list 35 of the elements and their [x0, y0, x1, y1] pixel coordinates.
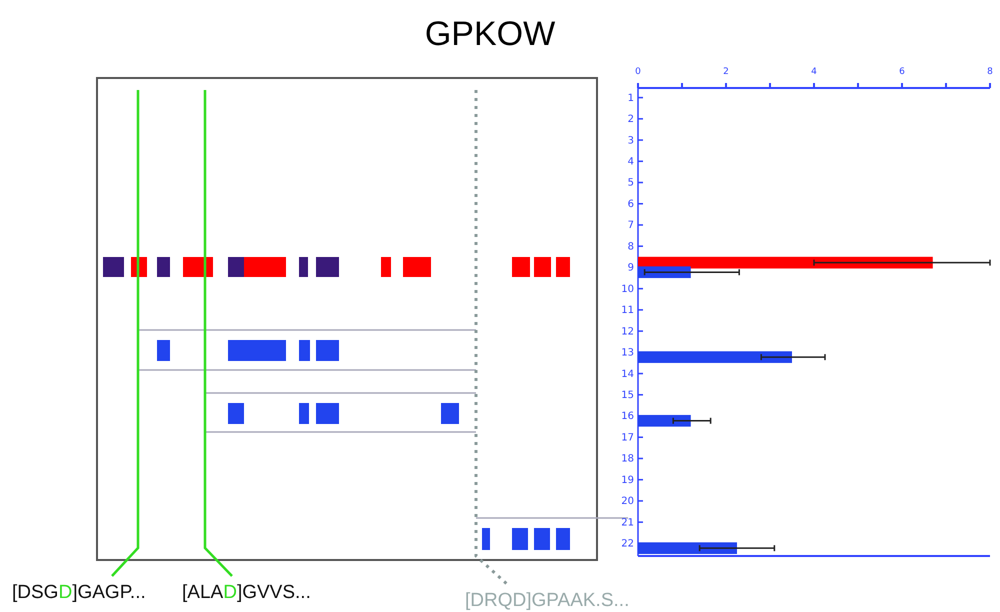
- y-tick-label: 11: [621, 305, 634, 316]
- y-tick-label: 4: [628, 156, 634, 168]
- y-tick-label: 1: [628, 92, 634, 104]
- y-tick-label: 13: [621, 348, 634, 359]
- text: [ALAD]GVVS...: [182, 582, 311, 603]
- x-tick-label: 0: [635, 67, 642, 77]
- y-tick-label: 6: [628, 198, 634, 210]
- x-tick-label: 8: [987, 67, 994, 77]
- y-tick-label: 15: [621, 390, 634, 401]
- y-tick-label: 17: [621, 432, 634, 444]
- y-tick-label: 18: [621, 454, 634, 465]
- y-tick-label: 19: [621, 474, 634, 486]
- y-tick-label: 3: [628, 135, 634, 146]
- bar: [638, 351, 792, 363]
- y-tick-label: 12: [621, 326, 634, 338]
- bar: [638, 414, 691, 427]
- x-tick-label: 2: [723, 67, 729, 77]
- bar: [638, 542, 737, 554]
- text: [DRQD]GPAAK.S...: [465, 590, 630, 611]
- y-tick-label: 10: [621, 284, 634, 295]
- y-tick-label: 14: [621, 368, 634, 380]
- y-tick-label: 7: [628, 220, 634, 232]
- y-tick-label: 8: [628, 241, 634, 252]
- x-tick-label: 6: [899, 67, 906, 77]
- text: [DSGD]GAGP...: [12, 582, 146, 603]
- y-tick-label: 16: [621, 411, 634, 422]
- bar: [638, 256, 933, 268]
- y-tick-label: 5: [628, 178, 634, 189]
- y-tick-label: 22: [621, 538, 634, 550]
- y-tick-label: 20: [621, 496, 634, 508]
- y-tick-label: 2: [628, 114, 634, 126]
- y-tick-label: 21: [621, 517, 634, 528]
- x-tick-label: 4: [811, 67, 818, 77]
- chart-title: GPKOW: [424, 15, 556, 53]
- y-tick-label: 9: [628, 262, 634, 274]
